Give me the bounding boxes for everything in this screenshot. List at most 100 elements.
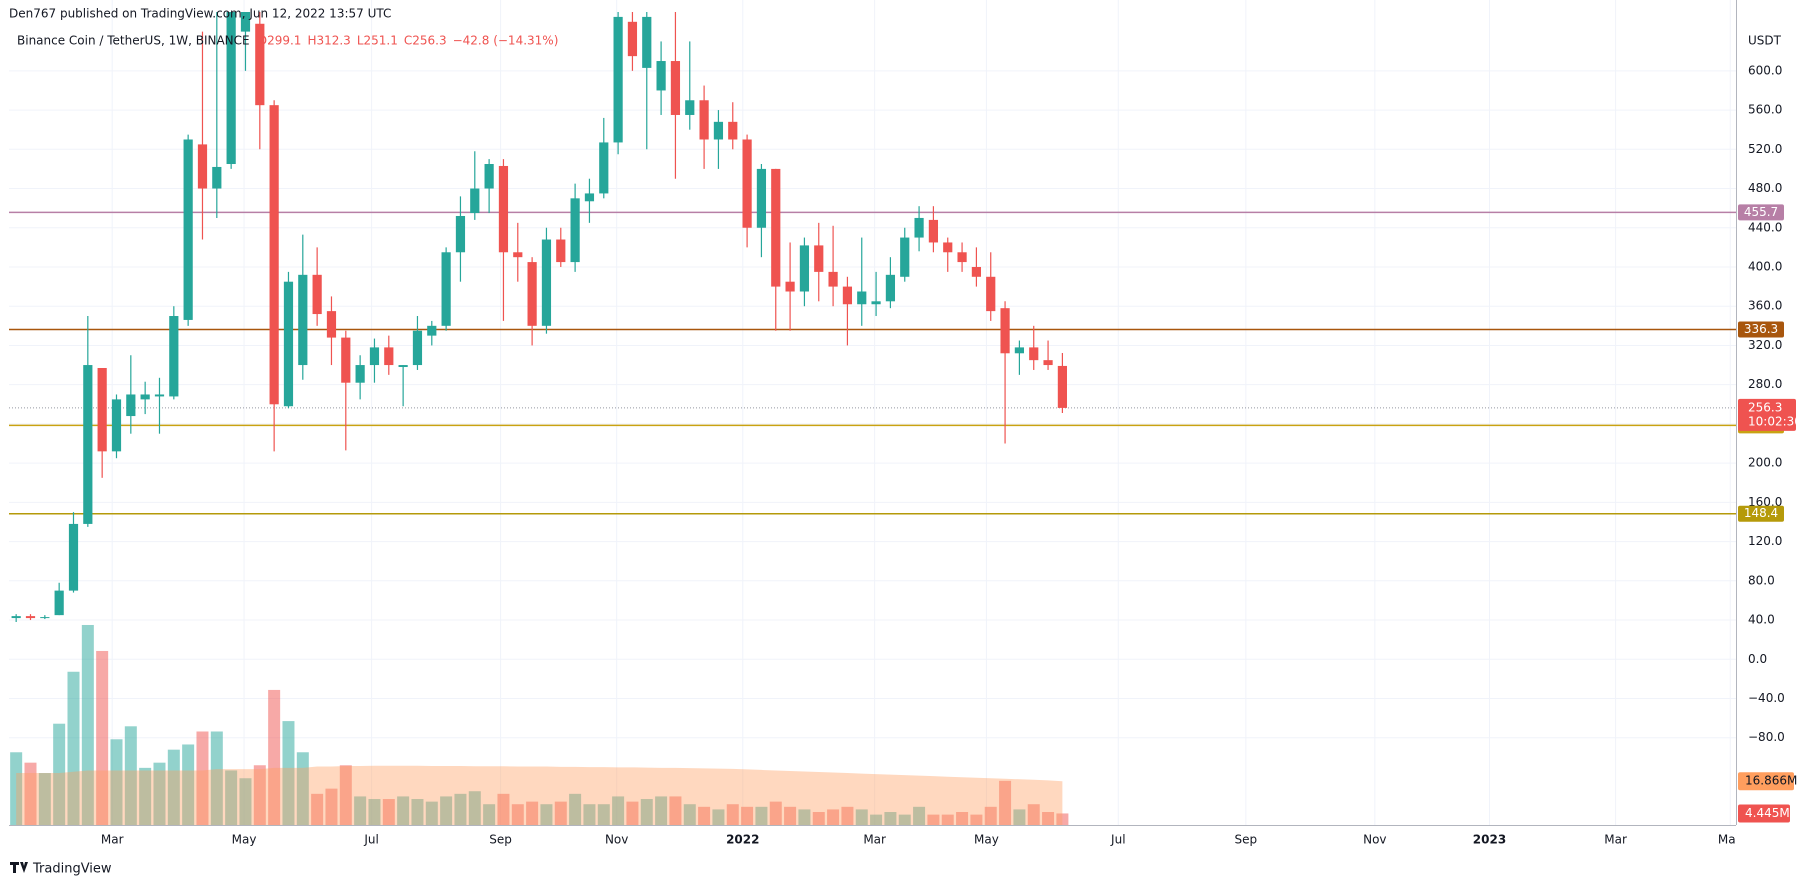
volume-bar (382, 799, 395, 825)
volume-bar (397, 796, 410, 825)
candle-body (971, 266, 982, 277)
candle-body (914, 217, 924, 238)
y-tick-label: 560.0 (1748, 103, 1782, 117)
volume-bar (769, 801, 782, 825)
volume-bar (182, 744, 195, 825)
volume-bar (870, 814, 883, 825)
y-tick-label: 320.0 (1748, 338, 1782, 352)
candle-body (326, 311, 337, 338)
candle-body (814, 245, 824, 272)
candle-body (1014, 347, 1025, 354)
candle-body (11, 616, 21, 619)
candle-body (140, 394, 150, 400)
volume-bar (712, 809, 725, 825)
footer-brand: TradingView (32, 862, 112, 877)
candle-body (957, 252, 967, 263)
candle-body (126, 394, 136, 417)
publisher: Den767 published on TradingView.com, Jun… (9, 7, 391, 21)
volume-bar (569, 793, 582, 825)
x-tick-label: Nov (1363, 833, 1386, 847)
y-tick-label: 120.0 (1748, 534, 1782, 548)
volume-bar (726, 804, 739, 825)
y-tick-label: 400.0 (1748, 259, 1782, 273)
candle-body (541, 239, 552, 326)
last-price-label: 256.3 (1748, 400, 1782, 414)
volume-bar (583, 804, 596, 825)
ohlc-value: L251.1 (357, 34, 398, 48)
candle-body (212, 166, 222, 189)
volume-bar (970, 814, 983, 825)
candle-body (283, 281, 294, 407)
candle-body (685, 100, 695, 115)
volume-bar (81, 624, 94, 825)
volume-bar (999, 780, 1012, 825)
volume-bar (167, 749, 180, 825)
candle-body (986, 276, 996, 312)
volume-bar (139, 767, 152, 825)
candle-body (842, 286, 853, 305)
candle-body (384, 347, 394, 366)
level-label: 336.3 (1744, 322, 1778, 336)
price-labels: 455.7336.3238.5148.4256.310:02:3016.866M… (1738, 204, 1802, 823)
volume-bar (210, 731, 223, 825)
ohlc-value: C256.3 (404, 34, 447, 48)
candle-body (255, 23, 265, 106)
volume-bar (124, 726, 137, 825)
candle-body (642, 16, 652, 68)
volume-bar (1027, 804, 1040, 825)
volume-bar (282, 721, 295, 825)
volume-bar (268, 689, 281, 825)
volume-bar (354, 796, 367, 825)
candle-body (455, 215, 466, 253)
candle-body (728, 121, 738, 140)
candle-body (197, 144, 208, 189)
volume-bar (827, 809, 840, 825)
candle-body (441, 252, 451, 326)
volume-bar (526, 801, 539, 825)
candle-body (900, 237, 910, 277)
volume-bar (855, 809, 868, 825)
volume-bar (984, 806, 997, 825)
y-tick-label: 520.0 (1748, 142, 1782, 156)
volume-bar (669, 796, 682, 825)
candle-body (97, 367, 107, 452)
volume-label: 4.445M (1745, 806, 1790, 820)
volume-ma-label: 16.866M (1745, 774, 1797, 788)
candle-body (584, 193, 595, 202)
volume-bar (698, 806, 711, 825)
x-tick-label: 2023 (1473, 833, 1506, 847)
volume-bar (956, 812, 969, 825)
x-tick-label: May (1718, 833, 1743, 847)
candle-body (183, 139, 193, 320)
volume-bar (812, 812, 825, 825)
volume-bar (38, 773, 51, 825)
logo (10, 862, 28, 873)
x-tick-label: Mar (863, 833, 886, 847)
volume-bar (325, 788, 338, 825)
volume-bar (540, 804, 553, 825)
x-tick-label: Sep (1235, 833, 1258, 847)
candle-body (556, 239, 566, 263)
volume-bar (153, 762, 166, 825)
y-tick-label: 600.0 (1748, 63, 1782, 77)
candle-body (699, 100, 709, 140)
candle-body (771, 168, 781, 287)
candle-body (298, 274, 308, 366)
x-tick-label: Jul (1110, 833, 1125, 847)
volume-bar (468, 791, 481, 825)
last-price-box (1738, 398, 1796, 431)
candle-body (40, 617, 50, 619)
candle-body (1057, 365, 1067, 408)
volume-bar (1056, 813, 1069, 825)
volume-bar (411, 799, 424, 825)
volume-bar (927, 814, 940, 825)
volume-bar (368, 799, 381, 825)
volume-bar (339, 765, 352, 825)
candle-body (1029, 347, 1039, 361)
volume-bar (225, 770, 238, 825)
level-label-box (1738, 505, 1784, 522)
volume-bar (884, 812, 897, 825)
candle-body (928, 219, 939, 243)
level-label-box (1738, 204, 1784, 221)
